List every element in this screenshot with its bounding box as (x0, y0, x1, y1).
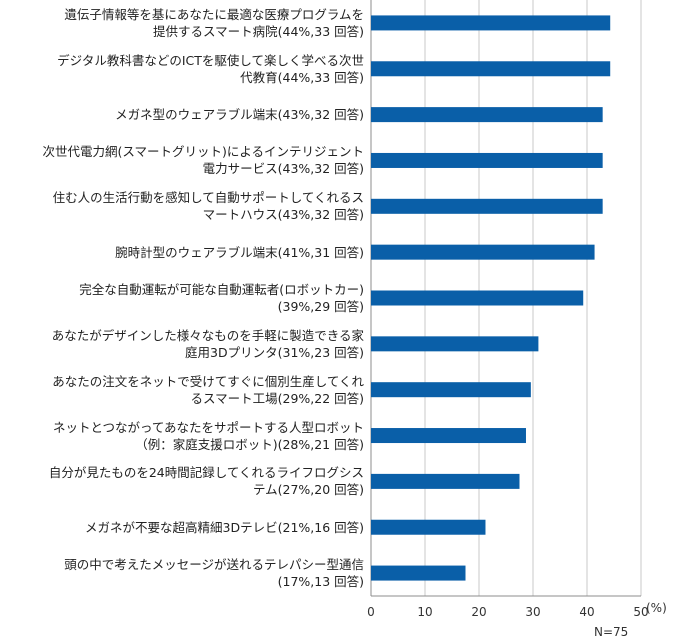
sample-size-note: N=75 (594, 625, 629, 639)
category-label: 頭の中で考えたメッセージが送れるテレパシー型通信 (17%,13 回答) (4, 556, 364, 590)
category-label-line: 庭用3Dプリンタ(31%,23 回答) (185, 344, 364, 360)
category-label: あなたがデザインした様々なものを手軽に製造できる家 庭用3Dプリンタ(31%,23… (4, 327, 364, 361)
category-label: 自分が見たものを24時間記録してくれるライフログシス テム(27%,20 回答) (4, 464, 364, 498)
category-label-line: 腕時計型のウェアラブル端末(41%,31 回答) (115, 244, 364, 260)
category-label-line: 頭の中で考えたメッセージが送れるテレパシー型通信 (64, 557, 364, 573)
bar (371, 428, 526, 444)
bar (371, 519, 486, 535)
category-label: ネットとつながってあなたをサポートする人型ロボット （例：家庭支援ロボット)(28… (4, 419, 364, 453)
x-tick-label: 0 (367, 605, 375, 619)
bar (371, 15, 611, 31)
category-label-line: 次世代電力網(スマートグリット)によるインテリジェント (42, 144, 364, 160)
category-label-line: マートハウス(43%,32 回答) (202, 207, 364, 223)
x-tick-label: 20 (471, 605, 486, 619)
category-label: デジタル教科書などのICTを駆使して楽しく学べる次世 代教育(44%,33 回答) (4, 52, 364, 86)
bar (371, 244, 595, 260)
category-label-line: ネットとつながってあなたをサポートする人型ロボット (52, 419, 364, 435)
category-label: 住む人の生活行動を感知して自動サポートしてくれるス マートハウス(43%,32 回… (4, 189, 364, 223)
bars (371, 15, 611, 581)
category-label-line: 提供するスマート病院(44%,33 回答) (152, 23, 364, 39)
x-axis-unit: (%) (646, 601, 667, 615)
bar (371, 61, 611, 77)
bar (371, 107, 603, 123)
category-label-line: 遺伝子情報等を基にあなたに最適な医療プログラムを (64, 6, 364, 22)
bar (371, 382, 531, 398)
x-tick-label: 40 (579, 605, 594, 619)
category-label-line: デジタル教科書などのICTを駆使して楽しく学べる次世 (57, 52, 364, 68)
category-label: あなたの注文をネットで受けてすぐに個別生産してくれ るスマート工場(29%,22 … (4, 373, 364, 407)
category-label: 次世代電力網(スマートグリット)によるインテリジェント 電力サービス(43%,32… (4, 143, 364, 177)
category-label-line: メガネ型のウェアラブル端末(43%,32 回答) (115, 107, 364, 123)
category-label-line: あなたがデザインした様々なものを手軽に製造できる家 (51, 327, 364, 343)
category-label-line: (17%,13 回答) (277, 574, 364, 590)
category-label-line: るスマート工場(29%,22 回答) (190, 390, 364, 406)
category-label: 遺伝子情報等を基にあなたに最適な医療プログラムを 提供するスマート病院(44%,3… (4, 6, 364, 40)
category-label-line: 代教育(44%,33 回答) (240, 69, 364, 85)
category-label: 完全な自動運転が可能な自動運転者(ロボットカー) (39%,29 回答) (4, 281, 364, 315)
bar (371, 336, 539, 352)
bar (371, 565, 466, 581)
category-label-line: 完全な自動運転が可能な自動運転者(ロボットカー) (79, 282, 364, 297)
category-label-line: (39%,29 回答) (277, 299, 364, 314)
x-axis: 0 10 20 30 40 50 (367, 595, 649, 619)
x-tick-label: 30 (525, 605, 540, 619)
bar (371, 152, 603, 168)
category-label-line: 電力サービス(43%,32 回答) (202, 161, 364, 177)
bar (371, 290, 584, 306)
category-label-line: テム(27%,20 回答) (252, 482, 364, 498)
x-tick-label: 50 (633, 605, 648, 619)
category-label: メガネが不要な超高精細3Dテレビ(21%,16 回答) (4, 519, 364, 536)
bar (371, 198, 603, 214)
bar (371, 473, 520, 489)
category-label-line: 自分が見たものを24時間記録してくれるライフログシス (48, 465, 364, 481)
category-label-line: 住む人の生活行動を感知して自動サポートしてくれるス (52, 190, 364, 206)
category-label-line: あなたの注文をネットで受けてすぐに個別生産してくれ (52, 373, 364, 389)
category-label: 腕時計型のウェアラブル端末(41%,31 回答) (4, 244, 364, 261)
x-tick-label: 10 (417, 605, 432, 619)
category-label-line: メガネが不要な超高精細3Dテレビ(21%,16 回答) (85, 519, 364, 535)
category-label: メガネ型のウェアラブル端末(43%,32 回答) (4, 106, 364, 123)
category-label-line: （例：家庭支援ロボット)(28%,21 回答) (135, 436, 364, 452)
